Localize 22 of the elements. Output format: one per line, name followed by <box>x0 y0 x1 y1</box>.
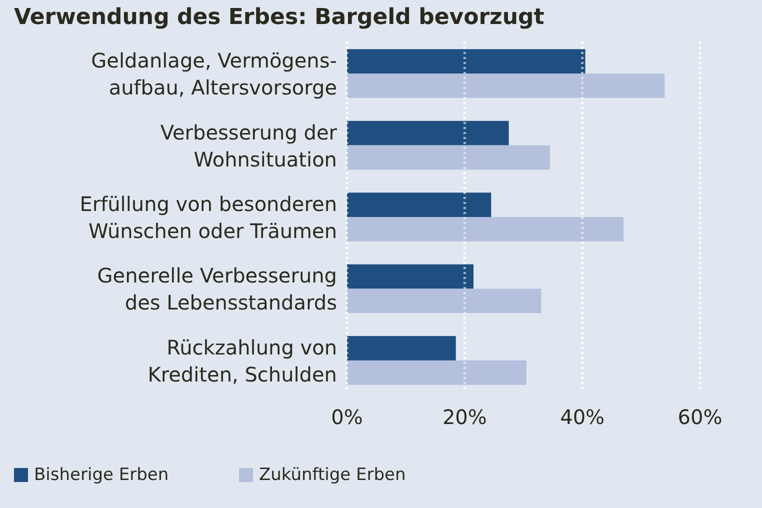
bar <box>347 217 624 242</box>
x-tick-label: 0% <box>331 405 363 429</box>
x-tick-label: 60% <box>678 405 722 429</box>
y-tick-label: Erfüllung von besonderen Wünschen oder Träumen <box>80 192 337 243</box>
bar <box>347 264 474 289</box>
x-tick-label: 40% <box>560 405 605 429</box>
bar <box>347 288 542 314</box>
bar <box>347 336 456 360</box>
bar <box>347 120 509 146</box>
legend-label: Bisherige Erben <box>34 465 169 485</box>
bar <box>347 192 492 217</box>
x-tick-label: 20% <box>442 405 487 429</box>
y-tick-label: Generelle Verbesserung des Lebensstandards <box>97 264 337 315</box>
bar <box>347 360 526 385</box>
chart-title: Verwendung des Erbes: Bargeld bevorzugt <box>14 5 545 30</box>
bar <box>347 145 550 170</box>
bar <box>347 49 586 74</box>
y-tick-label: Verbesserung der Wohnsituation <box>160 120 338 172</box>
legend-label: Zukünftige Erben <box>259 465 406 485</box>
y-tick-label: Geldanlage, Vermögens- aufbau, Altersvorsorge <box>91 48 337 100</box>
y-tick-label: Rückzahlung von Krediten, Schulden <box>148 335 337 386</box>
bar <box>347 74 665 98</box>
